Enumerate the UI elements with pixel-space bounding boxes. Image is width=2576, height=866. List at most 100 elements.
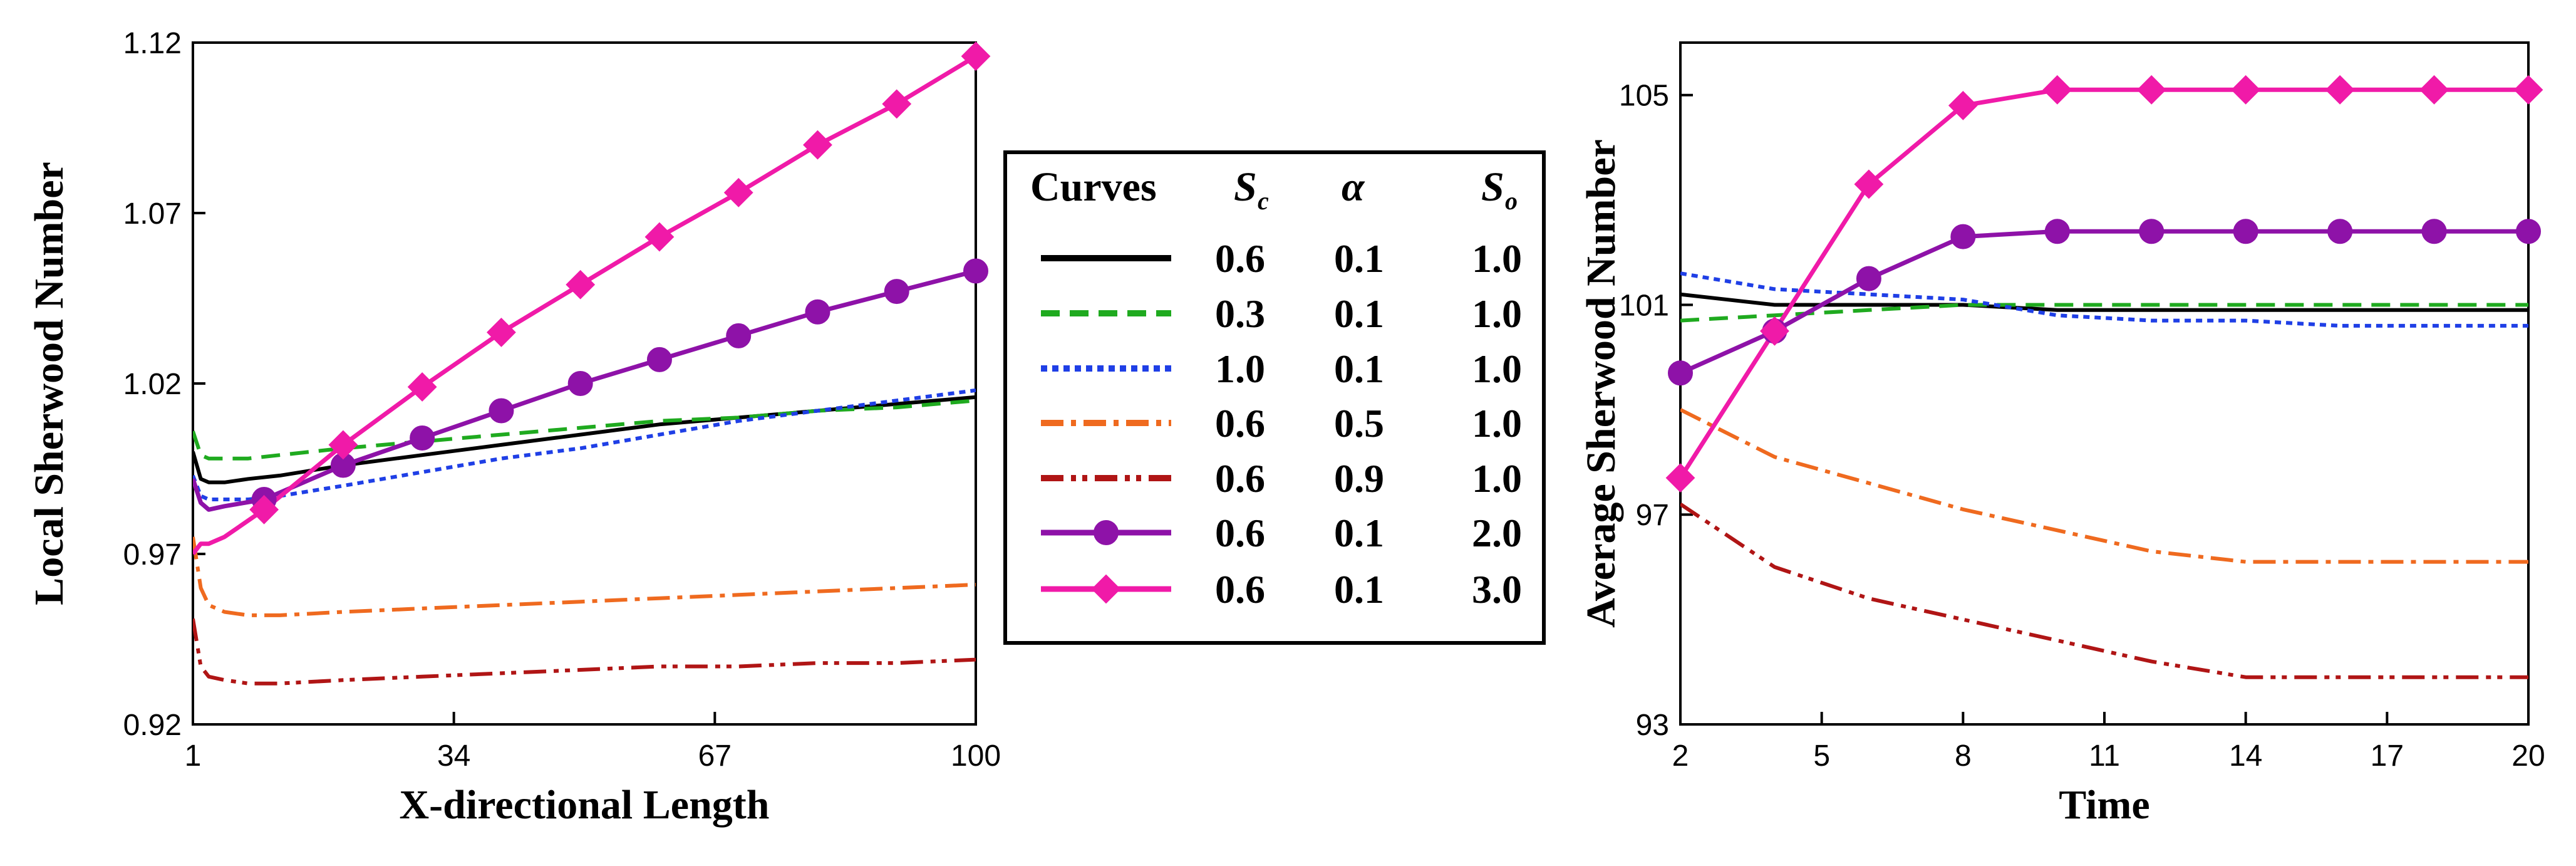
data-point-marker [1950,224,1976,249]
legend-sc-value: 0.3 [1215,291,1265,336]
series-line [1680,292,2528,312]
series-line [1680,408,2528,564]
legend-so-value: 1.0 [1472,401,1522,446]
data-point-marker [961,41,991,71]
data-point-marker [249,494,279,524]
y-tick-label: 0.97 [123,538,182,571]
data-point-marker [726,323,752,348]
data-point-marker [963,258,988,284]
data-point-marker [2139,219,2165,244]
data-point-marker [644,222,675,252]
series-line [1680,229,2528,375]
x-tick-label: 8 [1955,739,1972,773]
data-point-marker [1948,91,1978,120]
legend-so-value: 1.0 [1472,456,1522,501]
legend-alpha-value: 0.9 [1334,456,1384,501]
average-sherwood-chart: 2 5 8 11 14 17 20 93 97 101 105 Time Average Sherwoo… [1578,41,2545,828]
plot-frame [1679,41,2530,726]
x-tick-label: 67 [698,739,732,773]
legend-header-so-sub: o [1505,187,1518,215]
legend-sc-value: 1.0 [1215,347,1265,391]
legend-alpha-value: 0.1 [1334,347,1384,391]
data-point-marker [2419,75,2449,105]
x-tick-label: 100 [951,739,1001,773]
legend-alpha-value: 0.1 [1334,511,1384,555]
local-sherwood-chart: 1 34 67 100 0.92 0.97 1.02 1.07 1.12 X-directiona… [26,27,1001,828]
legend-so-value: 3.0 [1472,567,1522,612]
y-tick-label: 1.07 [123,197,182,231]
legend-sc-value: 0.6 [1215,511,1265,555]
legend-header-alpha: α [1342,164,1365,210]
y-tick-label: 97 [1636,499,1669,532]
data-point-marker [1665,463,1695,493]
legend-marker [1091,574,1121,604]
legend-so-value: 1.0 [1472,291,1522,336]
y-axis-title: Local Sherwood Number [26,162,72,605]
data-point-marker [2516,219,2541,244]
legend-so-value: 1.0 [1472,347,1522,391]
data-point-marker [2136,75,2166,105]
data-point-marker [2233,219,2258,244]
series-line [193,618,976,686]
series-line [1680,503,2528,679]
data-point-marker [882,89,912,119]
series-line [193,388,976,501]
data-point-marker [487,317,516,347]
data-point-marker [407,372,437,402]
legend-box [1003,150,1546,645]
data-point-marker [489,398,514,424]
x-axis-title: X-directional Length [400,782,770,828]
series-line [193,269,976,512]
legend-sc-value: 0.6 [1215,456,1265,501]
legend-marker [1094,520,1119,545]
series-line [1680,303,2528,323]
legend-header-sc-sub: c [1258,187,1269,215]
legend-sc-value: 0.6 [1215,567,1265,612]
data-point-marker [566,269,596,300]
y-tick-label: 1.02 [123,368,182,401]
x-tick-label: 1 [185,739,202,773]
data-point-marker [2231,75,2261,105]
y-tick-label: 1.12 [123,27,182,60]
legend-so-value: 1.0 [1472,236,1522,281]
data-point-marker [2327,219,2353,244]
data-point-marker [2421,219,2447,244]
x-tick-label: 11 [2089,739,2120,773]
legend-sc-value: 0.6 [1215,401,1265,446]
data-point-marker [646,347,672,372]
legend-alpha-value: 0.1 [1334,567,1384,612]
data-point-marker [1854,169,1884,199]
legend-header-curves: Curves [1030,164,1157,210]
legend-header-sc: S [1234,164,1257,210]
data-point-marker [2325,75,2355,105]
data-point-marker [723,177,753,207]
data-point-marker [1760,316,1789,346]
plot-area [193,54,976,686]
data-point-marker [1856,266,1881,291]
series-line [193,536,976,617]
data-point-marker [567,371,593,396]
y-tick-label: 0.92 [123,709,182,742]
x-tick-label: 5 [1813,739,1830,773]
legend-alpha-value: 0.1 [1334,236,1384,281]
legend-alpha-value: 0.5 [1334,401,1384,446]
plot-area [1680,87,2528,679]
data-point-marker [2044,219,2070,244]
y-axis-title: Average Sherwood Number [1578,139,1624,628]
data-point-marker [410,425,435,451]
y-tick-label: 105 [1619,80,1669,113]
data-point-marker [1668,360,1693,386]
data-point-marker [328,430,358,460]
x-tick-label: 17 [2371,739,2404,773]
legend-alpha-value: 0.1 [1334,291,1384,336]
x-tick-label: 34 [437,739,470,773]
x-tick-label: 20 [2511,739,2545,773]
series-line [193,54,976,556]
data-point-marker [805,299,830,325]
data-point-marker [884,279,909,305]
legend-so-value: 2.0 [1472,511,1522,555]
series-line [193,399,976,461]
x-tick-label: 2 [1672,739,1689,773]
